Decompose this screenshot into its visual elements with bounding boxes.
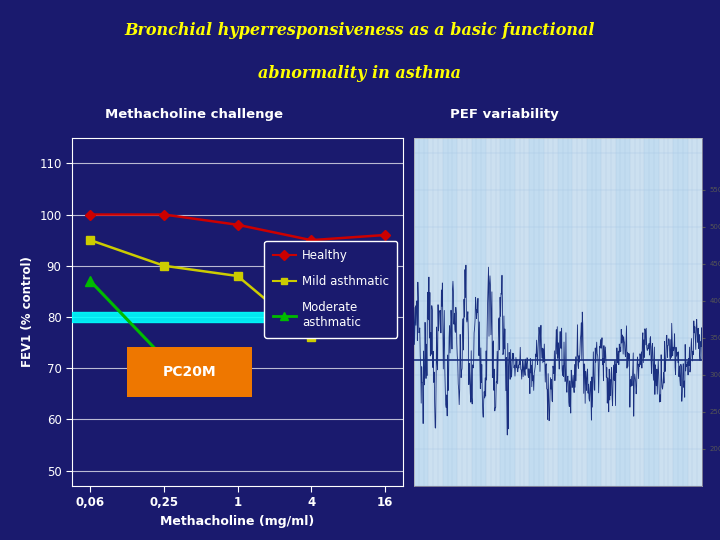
Text: Methacholine challenge: Methacholine challenge (105, 108, 284, 122)
Bar (673, 138, 688, 486)
Text: Bronchial hyperresponsiveness as a basic functional: Bronchial hyperresponsiveness as a basic… (125, 22, 595, 38)
X-axis label: Methacholine (mg/ml): Methacholine (mg/ml) (161, 515, 315, 528)
Bar (72, 312, 327, 322)
Bar (414, 138, 428, 486)
Bar (443, 138, 457, 486)
Bar (529, 138, 544, 486)
Bar (644, 138, 659, 486)
Text: PC20M: PC20M (163, 365, 217, 379)
Text: PEF variability: PEF variability (449, 108, 559, 122)
Bar (616, 138, 630, 486)
Bar (472, 138, 486, 486)
Legend: Healthy, Mild asthmatic, Moderate
asthmatic: Healthy, Mild asthmatic, Moderate asthma… (264, 241, 397, 338)
Text: abnormality in asthma: abnormality in asthma (258, 65, 462, 82)
Bar (558, 138, 572, 486)
FancyBboxPatch shape (127, 347, 252, 397)
Bar (500, 138, 515, 486)
Bar (587, 138, 601, 486)
Y-axis label: FEV1 (% control): FEV1 (% control) (21, 256, 34, 367)
